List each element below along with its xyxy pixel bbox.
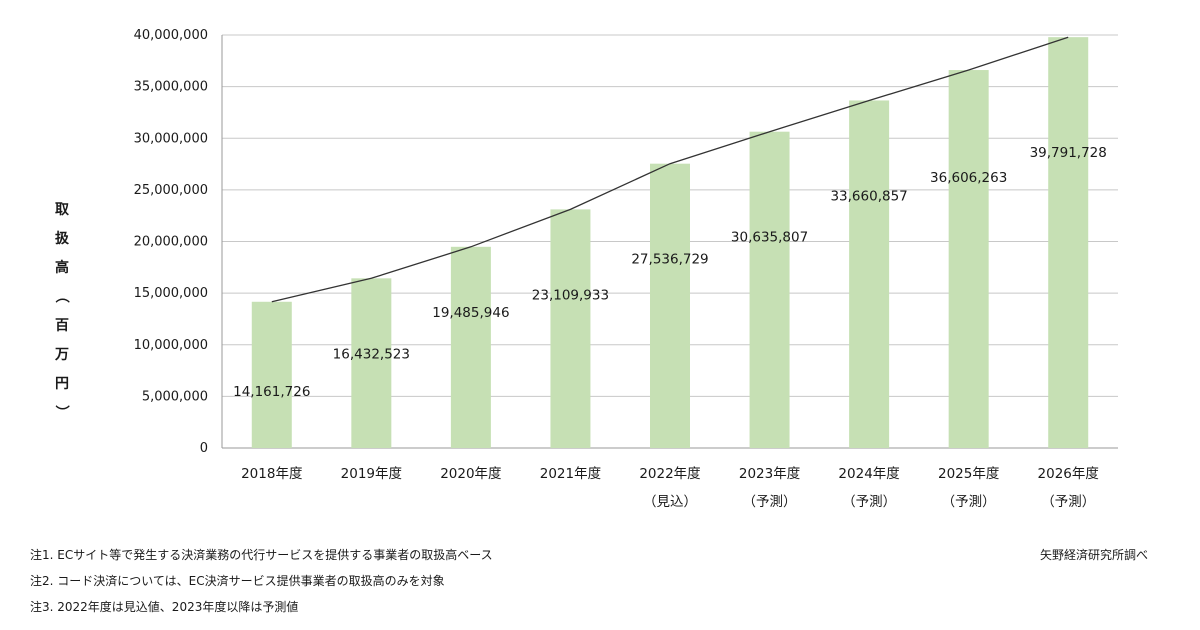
y-axis-title-char: 円 (55, 376, 69, 392)
y-tick-label: 30,000,000 (134, 131, 208, 146)
x-category-sublabel: （予測） (842, 494, 896, 510)
y-axis-title-char: 扱 (55, 230, 70, 247)
bar (450, 246, 491, 448)
bar (749, 131, 790, 448)
trend-line-path (271, 36, 1069, 303)
bar (650, 163, 690, 448)
data-label: 19,485,946 (432, 305, 509, 321)
x-category-sublabel: （予測） (1041, 494, 1095, 510)
x-category-label: 2020年度 (440, 466, 501, 482)
y-axis-title-char: 万 (54, 347, 69, 363)
x-category-sublabel: （予測） (743, 494, 797, 510)
bar (351, 278, 392, 448)
x-category-label: 2019年度 (341, 466, 402, 482)
y-axis-title-char: 高 (55, 259, 69, 276)
bar (550, 209, 591, 448)
y-axis-title-char: ） (53, 405, 69, 419)
x-category-label: 2018年度 (241, 466, 302, 482)
note-1: 注1. ECサイト等で発生する決済業務の代行サービスを提供する事業者の取扱高ベー… (30, 548, 493, 562)
data-label: 23,109,933 (532, 287, 609, 303)
y-axis-title-char: 百 (55, 318, 69, 334)
x-category-label: 2022年度 (639, 466, 700, 482)
x-axis-categories: 2018年度 2019年度 2020年度 2021年度 2022年度 （見込） 2023年度… (241, 466, 1099, 510)
y-tick-label: 35,000,000 (134, 80, 208, 95)
y-tick-label: 40,000,000 (134, 28, 208, 43)
source-credit: 矢野経済研究所調べ (1039, 548, 1148, 562)
x-category-label: 2026年度 (1038, 466, 1099, 482)
bar (948, 70, 989, 448)
bar-chart: 14,161,726 16,432,523 19,485,946 23,109,933… (53, 28, 1118, 510)
y-axis-title-char: （ (53, 289, 69, 303)
x-category-label: 2025年度 (938, 466, 999, 482)
data-label: 30,635,807 (731, 230, 808, 246)
data-labels: 14,161,726 16,432,523 19,485,946 23,109,933… (233, 145, 1107, 400)
data-label: 33,660,857 (830, 188, 907, 204)
trend-line (271, 36, 1069, 303)
y-tick-label: 20,000,000 (134, 235, 208, 250)
y-axis-ticks: 0 5,000,000 10,000,000 15,000,000 20,000,000… (134, 28, 208, 456)
y-tick-label: 15,000,000 (134, 286, 208, 301)
y-tick-label: 25,000,000 (134, 183, 208, 198)
y-axis-title: 取扱高 （ 百万円 ） (53, 202, 70, 419)
bar (849, 100, 890, 448)
x-category-label: 2024年度 (838, 466, 899, 482)
x-category-sublabel: （見込） (643, 494, 697, 510)
note-3: 注3. 2022年度は見込値、2023年度以降は予測値 (30, 600, 299, 614)
y-tick-label: 10,000,000 (134, 338, 208, 353)
x-category-sublabel: （予測） (942, 494, 996, 510)
x-category-label: 2023年度 (739, 466, 800, 482)
data-label: 27,536,729 (631, 252, 708, 268)
note-2: 注2. コード決済については、EC決済サービス提供事業者の取扱高のみを対象 (30, 574, 445, 588)
data-label: 36,606,263 (930, 170, 1007, 186)
bar (1048, 37, 1089, 448)
bar (251, 301, 292, 448)
data-label: 16,432,523 (333, 346, 410, 362)
bars (251, 37, 1089, 448)
data-label: 39,791,728 (1030, 145, 1107, 161)
y-tick-label: 0 (200, 441, 208, 456)
y-axis-title-char: 取 (55, 202, 70, 218)
x-category-label: 2021年度 (540, 466, 601, 482)
y-tick-label: 5,000,000 (142, 389, 208, 404)
data-label: 14,161,726 (233, 384, 310, 400)
